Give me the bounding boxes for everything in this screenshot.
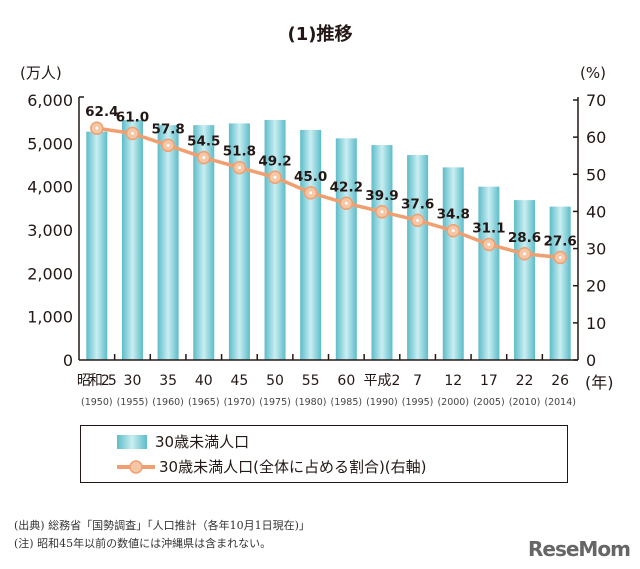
left-tick-label: 5,000 <box>27 134 73 153</box>
left-tick-label: 6,000 <box>27 91 73 110</box>
x-tick-year: (2000) <box>437 397 469 408</box>
x-tick-label: 35 <box>159 373 177 389</box>
left-tick-label: 1,000 <box>27 308 73 327</box>
right-tick-label: 70 <box>586 91 606 110</box>
line-point-highlight <box>273 175 277 179</box>
bar <box>478 186 500 360</box>
x-tick-year: (1985) <box>331 397 363 408</box>
data-label: 49.2 <box>258 153 291 169</box>
x-tick-label: 55 <box>302 373 320 389</box>
line-point-highlight <box>166 143 170 147</box>
line-point-highlight <box>309 191 313 195</box>
data-label: 61.0 <box>116 109 149 125</box>
line-point-highlight <box>487 242 491 246</box>
bar <box>86 131 108 360</box>
bar <box>193 125 215 360</box>
x-tick-label: 昭和25 <box>77 373 117 389</box>
x-tick-year: (1975) <box>259 397 291 408</box>
right-axis-unit: (%) <box>580 64 606 82</box>
line-point-highlight <box>344 201 348 205</box>
chart: 0 1,000 2,000 3,000 4,000 5,000 6,000 0 10 20 30 40… <box>20 64 614 408</box>
bar <box>549 206 571 360</box>
line-point-highlight <box>202 156 206 160</box>
right-tick-label: 0 <box>586 351 596 370</box>
line-point-highlight <box>523 252 527 256</box>
line-point-highlight <box>95 126 99 130</box>
data-label: 42.2 <box>330 179 363 195</box>
x-tick-label: 26 <box>551 373 569 389</box>
line-point-highlight <box>380 210 384 214</box>
x-axis-unit: (年) <box>585 373 614 392</box>
data-label: 28.6 <box>508 230 541 246</box>
data-label: 31.1 <box>472 220 505 236</box>
right-tick-label: 60 <box>586 128 606 147</box>
bar <box>335 138 357 360</box>
footnote: (注) 昭和45年以前の数値には沖縄県は含まれない。 <box>14 537 272 550</box>
bar <box>514 200 536 360</box>
data-label: 54.5 <box>187 134 220 150</box>
x-tick-year: (1995) <box>402 397 434 408</box>
x-tick-year: (2010) <box>509 397 541 408</box>
watermark-logo: ReseMom <box>528 537 631 561</box>
source-note: (出典) 総務省「国勢調査」「人口推計（各年10月1日現在)」 <box>14 519 310 532</box>
x-tick-year: (1970) <box>224 397 256 408</box>
x-tick-year: (2005) <box>473 397 505 408</box>
x-tick-year: (1965) <box>188 397 220 408</box>
legend: 30歳未満人口 30歳未満人口(全体に占める割合)(右軸) <box>80 425 568 483</box>
x-tick-label: 50 <box>266 373 284 389</box>
bar <box>407 155 429 360</box>
bar <box>157 125 179 360</box>
legend-bar-swatch <box>117 434 147 449</box>
x-tick-label: 45 <box>230 373 248 389</box>
left-tick-label: 4,000 <box>27 178 73 197</box>
left-tick-label: 2,000 <box>27 264 73 283</box>
data-label: 62.4 <box>85 104 118 120</box>
left-tick-label: 3,000 <box>27 221 73 240</box>
left-axis-unit: (万人) <box>20 64 62 82</box>
x-tick-label: 17 <box>480 373 498 389</box>
data-label: 45.0 <box>294 169 327 185</box>
data-label: 27.6 <box>544 233 577 249</box>
line-point-highlight <box>130 131 134 135</box>
x-tick-label: 22 <box>516 373 534 389</box>
data-label: 51.8 <box>223 144 256 160</box>
bar <box>442 167 464 360</box>
bar <box>228 123 250 361</box>
bar <box>371 145 393 360</box>
line-point-highlight <box>558 255 562 259</box>
data-label: 34.8 <box>437 207 470 223</box>
bar <box>121 119 143 360</box>
x-tick-label: 30 <box>124 373 142 389</box>
x-tick-year: (2014) <box>544 397 576 408</box>
left-tick-label: 0 <box>63 351 73 370</box>
x-tick-year: (1960) <box>152 397 184 408</box>
x-tick-label: 12 <box>444 373 462 389</box>
line-point-highlight <box>451 229 455 233</box>
chart-title: (1)推移 <box>287 24 353 45</box>
x-tick-year: (1950) <box>81 397 113 408</box>
x-tick-year: (1980) <box>295 397 327 408</box>
right-tick-label: 50 <box>586 165 606 184</box>
data-label: 39.9 <box>365 188 398 204</box>
right-tick-label: 30 <box>586 240 606 259</box>
right-tick-label: 20 <box>586 277 606 296</box>
line-point-highlight <box>416 218 420 222</box>
x-tick-year: (1990) <box>366 397 398 408</box>
x-tick-label: 7 <box>413 373 422 389</box>
x-tick-year: (1955) <box>117 397 149 408</box>
legend-line-swatch <box>117 459 155 474</box>
line-point-highlight <box>237 166 241 170</box>
right-tick-label: 10 <box>586 314 606 333</box>
legend-bar-label: 30歳未満人口 <box>155 433 250 451</box>
right-tick-label: 40 <box>586 202 606 221</box>
bar <box>300 129 322 360</box>
data-label: 57.8 <box>151 121 184 137</box>
x-tick-label: 60 <box>337 373 355 389</box>
legend-line-label: 30歳未満人口(全体に占める割合)(右軸) <box>159 458 427 476</box>
x-tick-label: 40 <box>195 373 213 389</box>
x-tick-label: 平成2 <box>364 373 401 389</box>
data-label: 37.6 <box>401 196 434 212</box>
